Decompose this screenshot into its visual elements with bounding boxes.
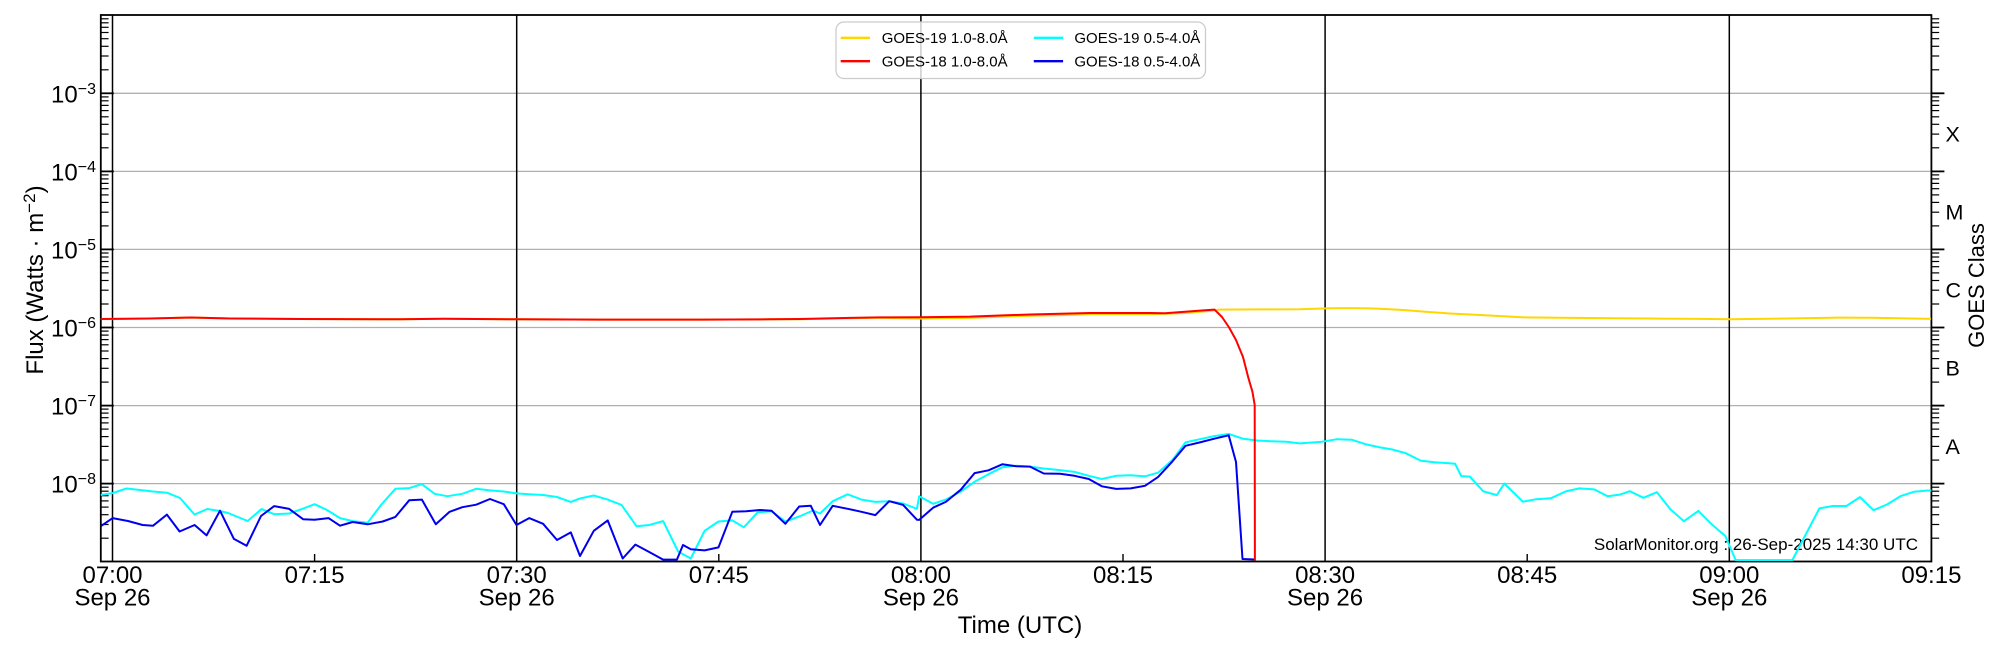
svg-text:M: M (1946, 201, 1964, 225)
svg-text:10−6: 10−6 (51, 315, 96, 343)
svg-text:GOES-18 0.5-4.0Å: GOES-18 0.5-4.0Å (1074, 54, 1200, 71)
svg-text:C: C (1946, 279, 1962, 303)
svg-text:10−7: 10−7 (51, 393, 96, 421)
svg-text:07:00: 07:00 (82, 562, 142, 589)
svg-text:Sep 26: Sep 26 (883, 585, 959, 612)
svg-text:GOES-18 1.0-8.0Å: GOES-18 1.0-8.0Å (882, 54, 1008, 71)
svg-text:GOES Class: GOES Class (1964, 223, 1989, 348)
svg-text:08:15: 08:15 (1093, 562, 1153, 589)
svg-text:Sep 26: Sep 26 (479, 585, 555, 612)
svg-text:09:15: 09:15 (1901, 562, 1961, 589)
svg-text:A: A (1946, 435, 1961, 459)
svg-text:Flux (Watts · m−2): Flux (Watts · m−2) (20, 185, 49, 374)
svg-text:X: X (1946, 123, 1960, 147)
svg-text:Time (UTC): Time (UTC) (958, 612, 1082, 639)
svg-text:Sep 26: Sep 26 (74, 585, 150, 612)
svg-text:10−3: 10−3 (51, 81, 96, 109)
svg-text:GOES-19 0.5-4.0Å: GOES-19 0.5-4.0Å (1074, 30, 1200, 47)
svg-text:Sep 26: Sep 26 (1691, 585, 1767, 612)
svg-text:Sep 26: Sep 26 (1287, 585, 1363, 612)
svg-text:08:00: 08:00 (891, 562, 951, 589)
svg-text:07:45: 07:45 (689, 562, 749, 589)
svg-text:SolarMonitor.org : 26-Sep-2025: SolarMonitor.org : 26-Sep-2025 14:30 UTC (1594, 535, 1918, 554)
svg-text:08:30: 08:30 (1295, 562, 1355, 589)
svg-text:07:15: 07:15 (285, 562, 345, 589)
svg-text:08:45: 08:45 (1497, 562, 1557, 589)
svg-text:07:30: 07:30 (487, 562, 547, 589)
svg-text:10−4: 10−4 (51, 159, 96, 187)
svg-text:GOES-19 1.0-8.0Å: GOES-19 1.0-8.0Å (882, 30, 1008, 47)
svg-text:B: B (1946, 357, 1960, 381)
svg-text:10−8: 10−8 (51, 471, 96, 499)
svg-text:10−5: 10−5 (51, 237, 96, 265)
svg-text:09:00: 09:00 (1699, 562, 1759, 589)
